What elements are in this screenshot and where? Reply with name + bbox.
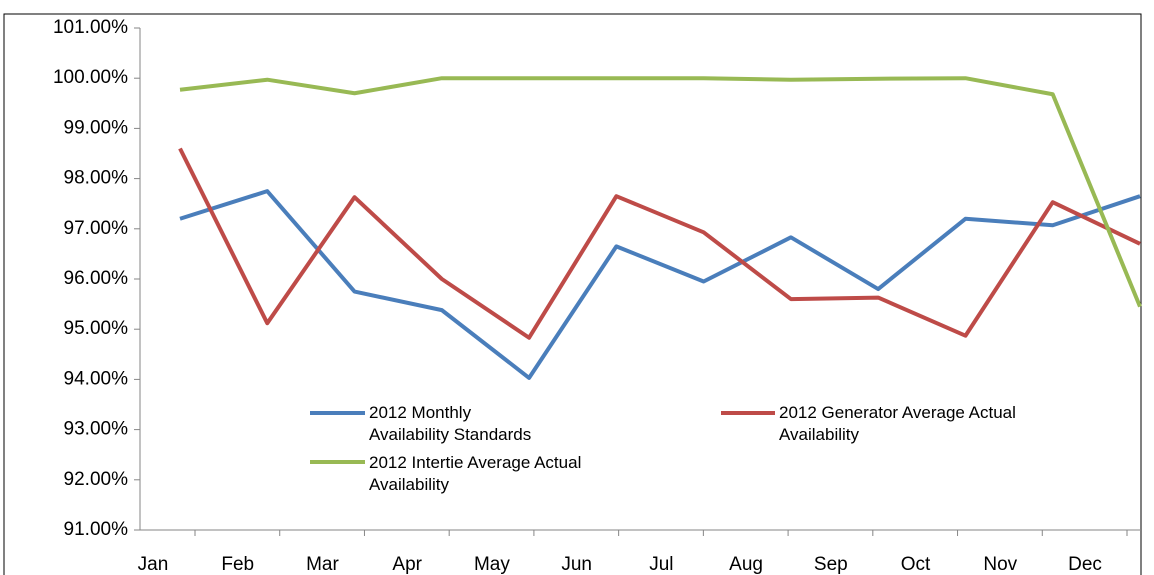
legend-label: 2012 Intertie Average Actual Availabilit… <box>369 453 582 494</box>
x-tick-label: Apr <box>392 554 422 575</box>
y-tick-label: 94.00% <box>64 368 129 389</box>
x-tick-label: Feb <box>221 554 254 575</box>
x-tick-label: Aug <box>729 554 763 575</box>
series-line <box>178 147 1141 340</box>
y-tick-label: 99.00% <box>64 117 129 138</box>
x-tick-label: Dec <box>1068 554 1102 575</box>
y-tick-label: 101.00% <box>53 17 128 38</box>
y-tick-label: 92.00% <box>64 469 129 490</box>
series-line <box>179 189 1141 380</box>
y-tick-label: 91.00% <box>64 519 129 540</box>
x-tick-label: Nov <box>983 554 1017 575</box>
y-tick-label: 96.00% <box>64 268 129 289</box>
legend-label: 2012 Generator Average Actual Availabili… <box>779 403 1016 444</box>
y-tick-label: 100.00% <box>53 67 128 88</box>
legend-label: 2012 Monthly Availability Standards <box>369 403 532 444</box>
x-tick-label: Jun <box>561 554 592 575</box>
y-tick-label: 97.00% <box>64 218 129 239</box>
y-tick-label: 93.00% <box>64 419 129 440</box>
y-tick-label: 98.00% <box>64 168 129 189</box>
x-tick-label: Oct <box>901 554 931 575</box>
x-tick-label: Mar <box>306 554 339 575</box>
series-line <box>179 76 1142 308</box>
y-tick-label: 95.00% <box>64 318 129 339</box>
x-tick-label: May <box>474 554 510 575</box>
x-tick-label: Sep <box>814 554 848 575</box>
chart-frame <box>3 13 1142 575</box>
x-tick-label: Jul <box>649 554 673 575</box>
x-tick-label: Jan <box>138 554 169 575</box>
